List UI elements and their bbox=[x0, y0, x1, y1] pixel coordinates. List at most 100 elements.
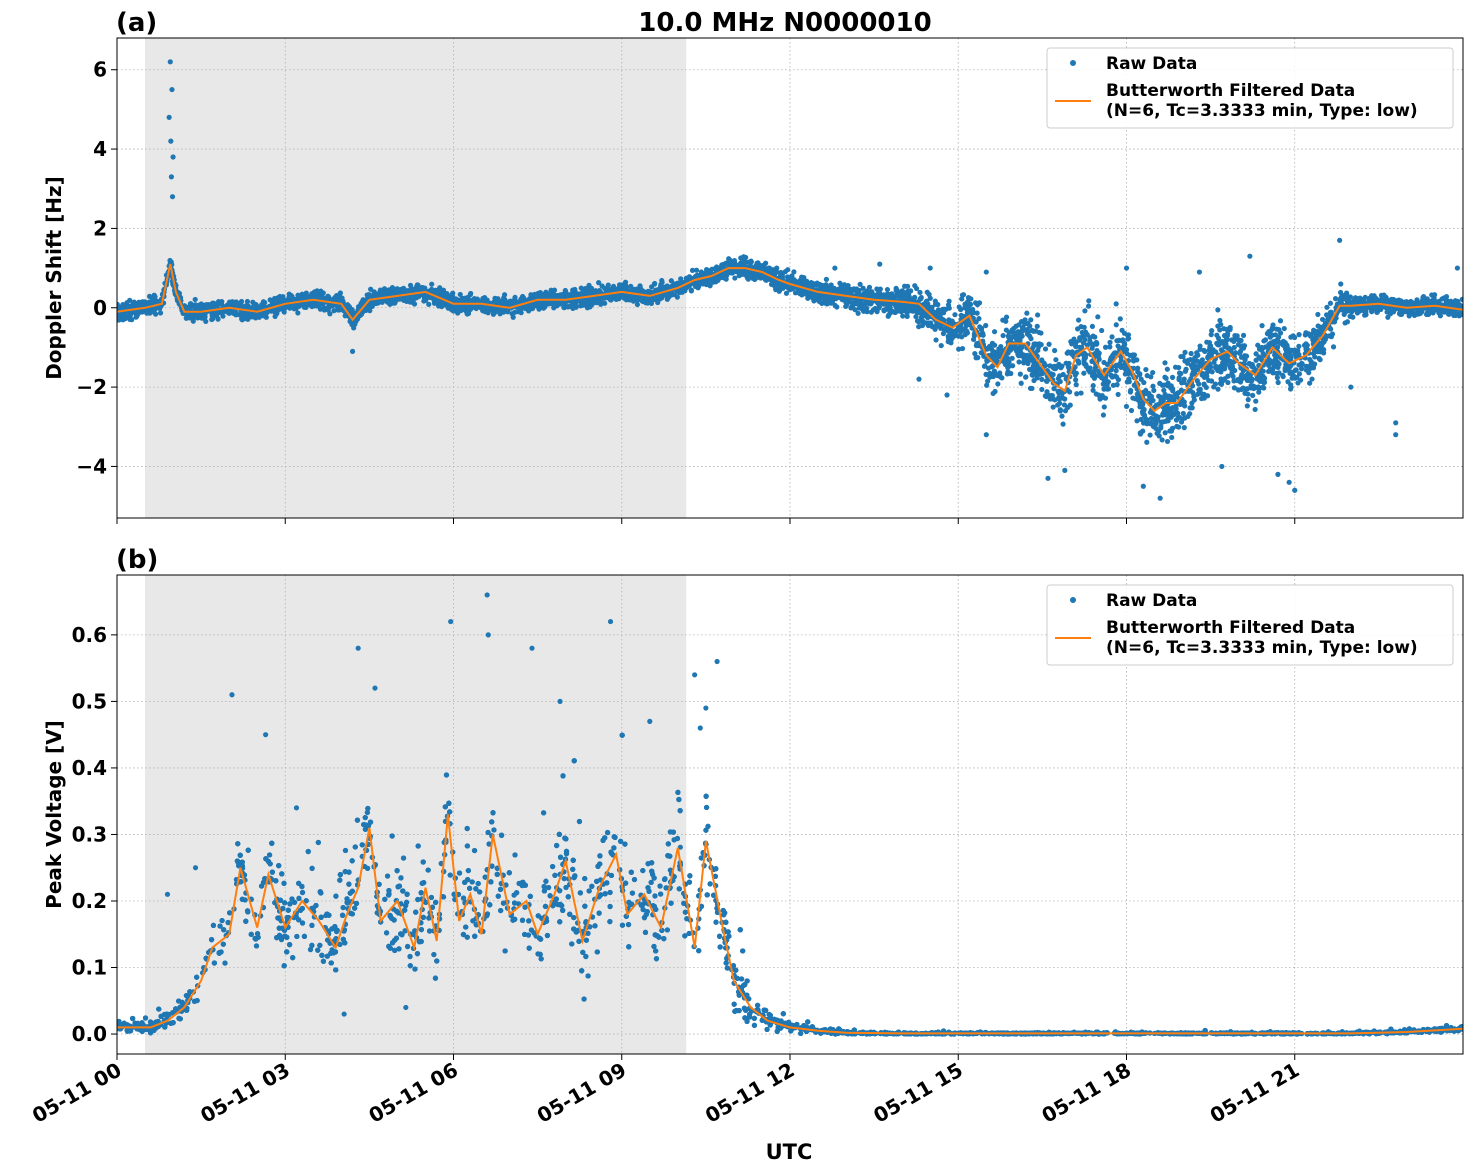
raw-data-point bbox=[1031, 342, 1038, 348]
raw-data-point bbox=[1147, 432, 1153, 438]
raw-data-point bbox=[596, 280, 602, 286]
raw-data-point bbox=[1284, 342, 1290, 348]
raw-data-point bbox=[1319, 341, 1325, 347]
raw-data-point bbox=[943, 306, 949, 312]
raw-data-point bbox=[1285, 379, 1291, 385]
raw-data-point bbox=[1215, 307, 1221, 313]
raw-data-point bbox=[272, 313, 278, 320]
raw-data-point bbox=[940, 330, 947, 337]
raw-data-point bbox=[1436, 298, 1442, 304]
raw-data-point bbox=[1220, 378, 1226, 384]
raw-data-point bbox=[203, 318, 209, 325]
raw-data-point bbox=[1261, 376, 1267, 382]
raw-data-point bbox=[1277, 318, 1284, 324]
raw-data-point bbox=[1411, 312, 1418, 318]
raw-data-point bbox=[914, 318, 921, 324]
raw-data-point bbox=[427, 294, 433, 300]
raw-data-point bbox=[1083, 363, 1089, 369]
raw-data-point bbox=[1090, 383, 1096, 389]
raw-data-point bbox=[876, 289, 882, 295]
raw-data-point bbox=[157, 310, 164, 316]
raw-data-point bbox=[913, 314, 919, 320]
raw-data-point bbox=[748, 259, 754, 265]
raw-data-point bbox=[1223, 341, 1229, 347]
raw-data-point bbox=[1344, 297, 1350, 303]
raw-data-point bbox=[652, 280, 658, 287]
raw-data-point bbox=[1192, 355, 1198, 361]
raw-data-point bbox=[1181, 425, 1187, 431]
raw-data-point bbox=[1229, 362, 1235, 369]
raw-data-point bbox=[501, 292, 508, 298]
raw-data-point bbox=[874, 309, 880, 315]
raw-data-point bbox=[505, 309, 511, 315]
raw-data-point bbox=[1420, 296, 1426, 303]
raw-data-point bbox=[1373, 295, 1379, 301]
raw-data-point bbox=[1261, 338, 1267, 344]
raw-data-point bbox=[1227, 324, 1233, 331]
raw-data-point bbox=[1141, 411, 1147, 418]
raw-data-point bbox=[1082, 352, 1088, 358]
raw-data-point bbox=[1244, 403, 1250, 409]
raw-data-point bbox=[1021, 357, 1027, 364]
raw-data-point bbox=[1094, 340, 1100, 346]
raw-data-point bbox=[190, 318, 196, 324]
raw-data-point bbox=[1288, 384, 1294, 390]
raw-data-point bbox=[1243, 386, 1249, 392]
raw-data-point bbox=[1153, 402, 1159, 408]
raw-data-point bbox=[1038, 342, 1044, 348]
raw-data-point bbox=[965, 295, 972, 301]
raw-data-point bbox=[1209, 369, 1215, 375]
raw-data-point bbox=[973, 355, 979, 361]
raw-data-point bbox=[1124, 351, 1130, 357]
shaded-interval bbox=[145, 38, 687, 518]
raw-data-point bbox=[752, 276, 758, 283]
raw-data-point bbox=[1328, 334, 1335, 340]
raw-data-point bbox=[774, 265, 780, 271]
raw-data-point bbox=[855, 310, 861, 316]
raw-data-point bbox=[1153, 420, 1159, 427]
raw-data-point bbox=[1043, 378, 1050, 384]
raw-data-point bbox=[1342, 320, 1348, 326]
raw-data-point bbox=[1178, 419, 1185, 425]
raw-data-point bbox=[1134, 391, 1140, 397]
raw-data-point bbox=[992, 342, 998, 348]
raw-data-point bbox=[1354, 310, 1361, 316]
raw-data-point bbox=[811, 281, 817, 287]
raw-data-point bbox=[1257, 355, 1264, 361]
raw-data-point bbox=[1138, 416, 1144, 422]
raw-data-point bbox=[742, 259, 748, 265]
raw-data-point bbox=[1028, 317, 1034, 323]
raw-data-point bbox=[1261, 385, 1267, 391]
raw-data-point bbox=[970, 336, 977, 343]
raw-data-point bbox=[914, 305, 921, 311]
raw-data-point bbox=[860, 285, 866, 291]
raw-data-point bbox=[1151, 387, 1157, 394]
raw-data-point bbox=[1067, 350, 1073, 356]
raw-data-point bbox=[1155, 429, 1161, 435]
raw-data-point bbox=[257, 311, 263, 317]
raw-data-point bbox=[946, 298, 952, 304]
raw-data-point bbox=[1259, 344, 1265, 351]
raw-data-point bbox=[120, 302, 126, 308]
raw-data-point bbox=[1066, 360, 1072, 367]
raw-data-point bbox=[1277, 330, 1284, 336]
raw-data-point bbox=[1332, 296, 1339, 302]
raw-data-point bbox=[407, 282, 414, 288]
raw-data-point bbox=[1003, 314, 1010, 320]
raw-data-point bbox=[1027, 323, 1033, 329]
raw-data-point bbox=[987, 370, 993, 376]
raw-data-point bbox=[1099, 375, 1105, 381]
raw-data-point bbox=[1217, 327, 1223, 333]
raw-data-point bbox=[1433, 305, 1439, 312]
raw-data-point bbox=[1169, 434, 1175, 441]
raw-data-point bbox=[1050, 404, 1056, 410]
raw-data-point bbox=[913, 285, 920, 292]
raw-data-point bbox=[1224, 333, 1231, 339]
raw-data-point bbox=[668, 278, 674, 284]
raw-data-point bbox=[1130, 358, 1137, 364]
raw-data-point bbox=[1234, 333, 1240, 339]
raw-data-point bbox=[1056, 390, 1062, 396]
raw-data-point bbox=[984, 382, 990, 388]
raw-data-point bbox=[766, 265, 773, 271]
raw-data-point bbox=[1307, 380, 1313, 386]
